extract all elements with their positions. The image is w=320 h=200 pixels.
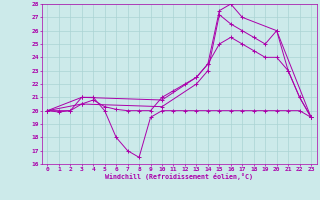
X-axis label: Windchill (Refroidissement éolien,°C): Windchill (Refroidissement éolien,°C)	[105, 173, 253, 180]
